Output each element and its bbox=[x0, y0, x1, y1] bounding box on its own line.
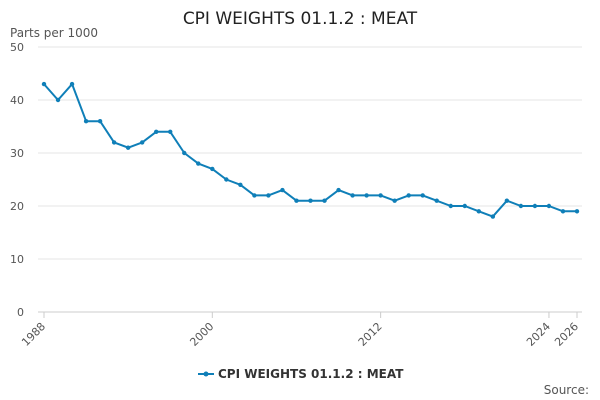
data-point-2004[interactable] bbox=[266, 193, 271, 198]
data-point-1993[interactable] bbox=[111, 140, 117, 145]
legend-label: CPI WEIGHTS 01.1.2 : MEAT bbox=[218, 367, 404, 381]
x-tick-label: 2024 bbox=[524, 320, 553, 349]
x-tick-label: 1988 bbox=[19, 320, 48, 349]
source-label: Source: bbox=[544, 383, 589, 397]
y-tick-label: 0 bbox=[17, 306, 24, 319]
data-point-1998[interactable] bbox=[182, 150, 187, 156]
gridlines bbox=[38, 46, 582, 260]
data-point-2020[interactable] bbox=[490, 214, 496, 219]
data-point-2007[interactable] bbox=[308, 198, 313, 203]
data-point-1991[interactable] bbox=[83, 119, 89, 124]
data-point-1994[interactable] bbox=[125, 145, 131, 150]
y-tick-label: 50 bbox=[10, 41, 24, 54]
x-tick-label: 2012 bbox=[356, 320, 385, 349]
data-point-2008[interactable] bbox=[322, 198, 327, 203]
y-tick-label: 20 bbox=[10, 200, 24, 213]
y-tick-label: 10 bbox=[10, 253, 24, 266]
data-point-2006[interactable] bbox=[294, 198, 299, 203]
data-point-1989[interactable] bbox=[55, 97, 61, 103]
data-point-2010[interactable] bbox=[350, 193, 355, 198]
y-axis-label: Parts per 1000 bbox=[10, 26, 98, 40]
data-point-2012[interactable] bbox=[378, 193, 383, 198]
series-line bbox=[43, 83, 577, 218]
data-point-2024[interactable] bbox=[546, 203, 552, 209]
data-point-2023[interactable] bbox=[532, 203, 538, 209]
data-point-2018[interactable] bbox=[462, 203, 467, 209]
y-tick-label: 40 bbox=[10, 94, 24, 107]
data-point-1999[interactable] bbox=[196, 161, 201, 166]
x-tick-label: 2026 bbox=[552, 320, 581, 349]
data-point-2026[interactable] bbox=[574, 209, 580, 214]
data-point-2025[interactable] bbox=[560, 209, 566, 214]
data-point-2021[interactable] bbox=[504, 198, 510, 203]
data-point-2015[interactable] bbox=[420, 193, 425, 198]
legend-marker bbox=[203, 371, 209, 377]
data-point-2022[interactable] bbox=[518, 203, 524, 209]
data-point-2000[interactable] bbox=[210, 166, 215, 172]
series-layer bbox=[41, 81, 580, 219]
data-point-2016[interactable] bbox=[434, 198, 439, 203]
x-tick-label: 2000 bbox=[187, 320, 216, 349]
data-point-2011[interactable] bbox=[364, 193, 369, 198]
y-tick-label: 30 bbox=[10, 147, 24, 160]
data-point-1990[interactable] bbox=[69, 81, 75, 87]
data-point-2001[interactable] bbox=[224, 177, 229, 182]
data-point-2003[interactable] bbox=[252, 193, 257, 198]
data-point-2013[interactable] bbox=[392, 198, 397, 203]
data-point-2005[interactable] bbox=[280, 187, 285, 193]
data-point-2019[interactable] bbox=[476, 209, 482, 214]
data-point-2009[interactable] bbox=[336, 187, 341, 193]
chart-title: CPI WEIGHTS 01.1.2 : MEAT bbox=[183, 9, 418, 29]
x-axis: 1988 2000 2012 2024 2026 bbox=[19, 311, 582, 349]
data-point-2014[interactable] bbox=[406, 193, 411, 198]
data-point-2002[interactable] bbox=[238, 182, 243, 187]
data-point-1992[interactable] bbox=[97, 119, 103, 124]
data-point-2017[interactable] bbox=[448, 203, 453, 209]
legend[interactable]: CPI WEIGHTS 01.1.2 : MEAT bbox=[198, 367, 404, 381]
y-axis-ticks: 0 10 20 30 40 50 bbox=[10, 41, 24, 319]
data-point-1996[interactable] bbox=[154, 129, 159, 134]
data-point-1995[interactable] bbox=[139, 140, 145, 145]
data-point-1997[interactable] bbox=[168, 129, 173, 134]
data-point-1988[interactable] bbox=[41, 81, 47, 87]
